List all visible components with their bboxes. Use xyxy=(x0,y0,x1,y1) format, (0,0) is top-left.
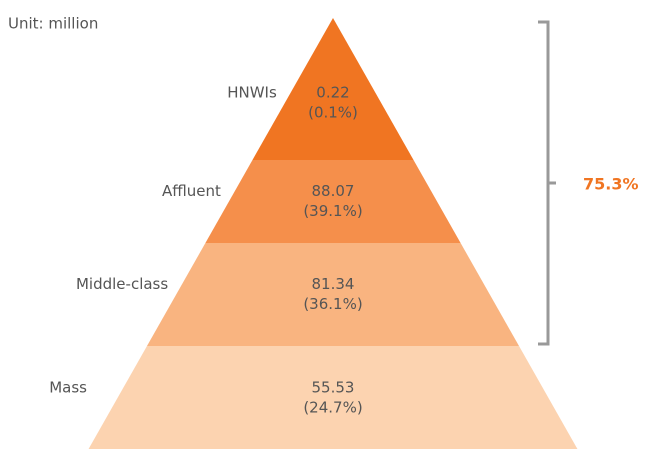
category-label: Middle-class xyxy=(76,275,168,293)
tier xyxy=(205,160,461,243)
tier-value: 88.07 xyxy=(312,182,355,200)
bracket-label: 75.3% xyxy=(583,175,639,194)
unit-label: Unit: million xyxy=(8,15,98,33)
category-label: HNWIs xyxy=(227,84,277,102)
bracket xyxy=(538,20,556,346)
tier-value: 81.34 xyxy=(312,275,355,293)
tier-value: 0.22 xyxy=(316,84,349,102)
tier-share: (24.7%) xyxy=(303,399,362,417)
tier-value: 55.53 xyxy=(312,379,355,397)
tier xyxy=(88,346,578,449)
category-label: Mass xyxy=(49,379,87,397)
tier-share: (39.1%) xyxy=(303,202,362,220)
tier-share: (0.1%) xyxy=(308,104,358,122)
tier-share: (36.1%) xyxy=(303,295,362,313)
tier xyxy=(252,18,414,160)
category-label: Affluent xyxy=(162,182,221,200)
tier xyxy=(146,243,520,346)
